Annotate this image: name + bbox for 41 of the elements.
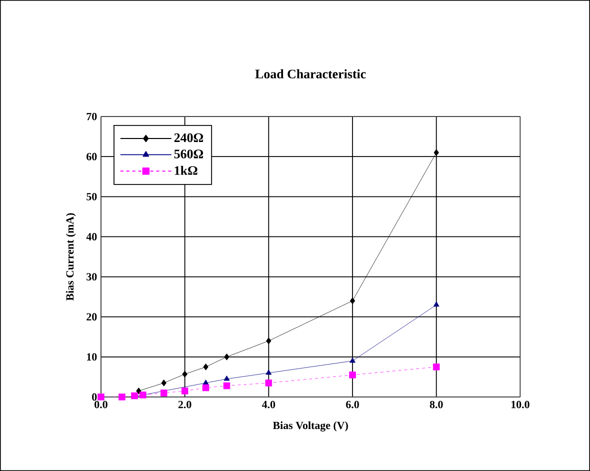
legend-label: 560Ω <box>174 150 204 158</box>
legend-label: 240Ω <box>174 133 204 142</box>
y-tick-label: 50 <box>86 192 97 200</box>
point <box>224 354 230 360</box>
legend-label: 1kΩ <box>174 166 198 175</box>
point <box>434 149 439 156</box>
point <box>266 338 272 344</box>
point <box>349 372 356 378</box>
x-tick-label: 2.0 <box>178 400 192 408</box>
point <box>223 382 230 390</box>
y-axis-title: Bias Current (mA) <box>66 213 76 301</box>
point <box>266 370 272 375</box>
point <box>182 370 188 378</box>
point <box>202 384 210 392</box>
x-axis-title: Bias Voltage (V) <box>272 421 348 432</box>
point <box>265 380 272 386</box>
y-tick-label: 10 <box>87 353 97 361</box>
point <box>136 388 142 394</box>
point <box>118 394 126 400</box>
point <box>160 390 168 396</box>
y-tick-label: 30 <box>86 273 97 280</box>
point <box>181 388 188 394</box>
y-tick-label: 60 <box>86 152 97 160</box>
point <box>161 380 166 386</box>
y-tick-label: 40 <box>86 233 97 240</box>
x-tick-label: 4.0 <box>262 400 276 408</box>
y-tick-label: 70 <box>86 112 97 120</box>
point <box>203 364 208 370</box>
point <box>433 301 440 307</box>
point <box>350 297 356 304</box>
y-tick-label: 20 <box>86 313 97 321</box>
x-tick-label: 10.0 <box>511 400 530 408</box>
chart-title: Load Characteristic <box>255 69 366 78</box>
x-tick-label: 8.0 <box>430 400 443 408</box>
x-tick-label: 6.0 <box>346 400 359 408</box>
x-tick-label: 0.0 <box>94 400 108 408</box>
point <box>98 394 104 400</box>
point <box>432 364 440 370</box>
point <box>350 358 356 363</box>
point <box>224 376 230 381</box>
y-tick-label: 0 <box>92 393 97 401</box>
